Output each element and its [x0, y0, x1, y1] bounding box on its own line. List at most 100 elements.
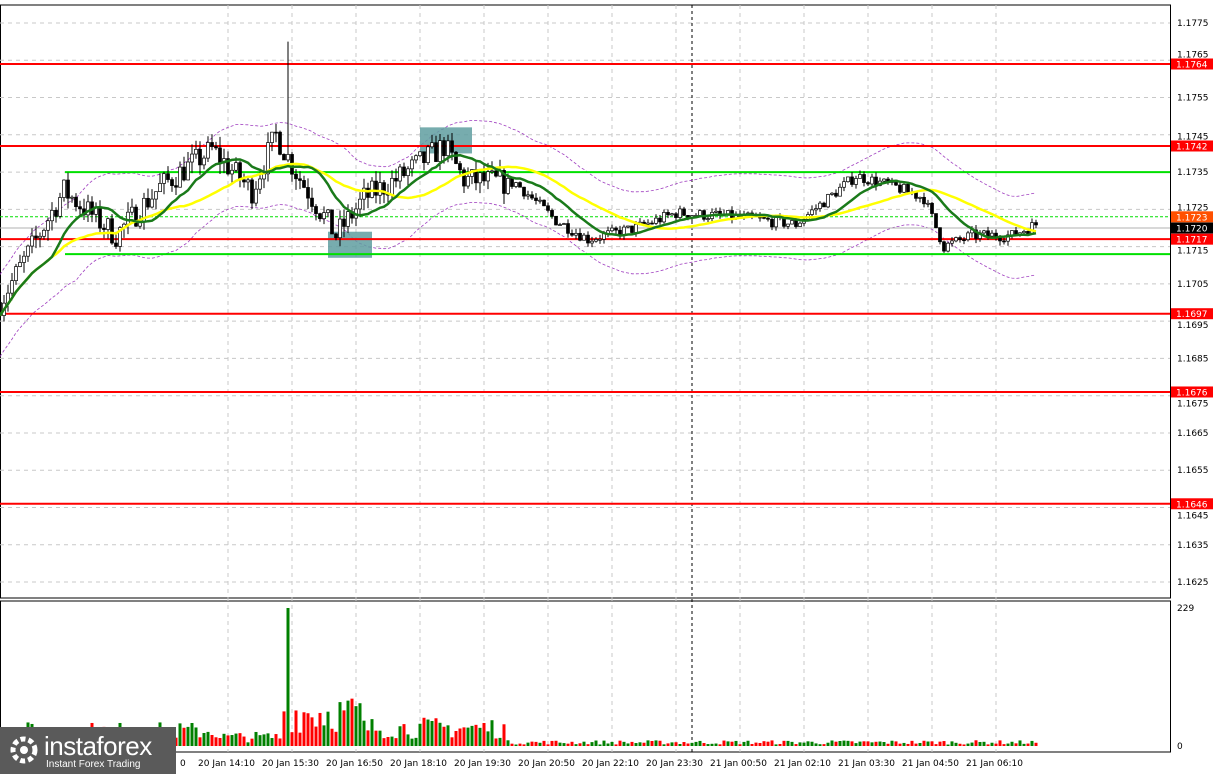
- candle-body: [126, 211, 130, 225]
- candle-body: [546, 205, 550, 211]
- candle-body: [518, 182, 522, 188]
- candle-body: [366, 187, 370, 198]
- candle-body: [186, 161, 190, 181]
- candle-body: [254, 188, 258, 204]
- time-tick-label: 20 Jan 23:30: [646, 759, 703, 769]
- candle-body: [810, 209, 814, 215]
- candle-body: [298, 178, 302, 181]
- candle-body: [770, 218, 774, 228]
- candle-body: [418, 151, 422, 157]
- candle-body: [530, 194, 534, 199]
- logo-tagline: Instant Forex Trading: [46, 759, 141, 770]
- candle-body: [562, 223, 566, 225]
- price-tick-label: 1.1635: [1177, 541, 1209, 551]
- candle-body: [70, 196, 74, 199]
- dashed-level-tag-label: 1.1723: [1176, 213, 1208, 223]
- time-tick-label: 21 Jan 00:50: [710, 759, 767, 769]
- candle-body: [854, 178, 858, 185]
- candle-body: [190, 153, 194, 163]
- candle-body: [326, 209, 330, 213]
- candle-body: [278, 131, 282, 155]
- candles-group: [0, 41, 1038, 322]
- candle-body: [398, 166, 402, 182]
- candle-body: [410, 159, 414, 170]
- candle-body: [378, 182, 382, 196]
- candle-body: [14, 266, 18, 281]
- candle-body: [858, 174, 862, 179]
- candle-body: [790, 220, 794, 225]
- price-tick-label: 1.1705: [1177, 280, 1209, 290]
- instaforex-logo: instaforex Instant Forex Trading: [0, 727, 176, 774]
- candle-body: [338, 218, 342, 239]
- time-tick-label: 21 Jan 03:30: [838, 759, 895, 769]
- candle-body: [206, 142, 210, 159]
- candle-body: [42, 229, 46, 237]
- price-tick-label: 1.1745: [1177, 132, 1209, 142]
- candle-body: [154, 191, 158, 200]
- candle-body: [458, 163, 462, 171]
- time-tick-label: 20 Jan 14:10: [198, 759, 255, 769]
- candle-body: [482, 172, 486, 182]
- price-tick-label: 1.1675: [1177, 399, 1209, 409]
- candle-body: [998, 237, 1002, 242]
- logo-gear-icon: [10, 736, 38, 764]
- candle-body: [162, 173, 166, 184]
- candle-body: [78, 206, 82, 210]
- time-tick-label: 20 Jan 19:30: [454, 759, 511, 769]
- candle-body: [950, 240, 954, 244]
- candle-body: [630, 225, 634, 233]
- candle-body: [526, 194, 530, 197]
- level-red-tag-label: 1.1764: [1176, 60, 1208, 70]
- candle-body: [430, 142, 434, 148]
- candle-body: [846, 176, 850, 183]
- candle-body: [766, 217, 770, 220]
- time-tick-label: 20 Jan 16:50: [326, 759, 383, 769]
- candle-body: [534, 197, 538, 201]
- candle-body: [834, 192, 838, 197]
- price-tick-label: 1.1715: [1177, 247, 1209, 257]
- candle-body: [570, 233, 574, 236]
- candle-body: [862, 174, 866, 183]
- lower-band-line: [0, 201, 1037, 357]
- candle-body: [442, 140, 446, 157]
- level-red-tag-label: 1.1676: [1176, 388, 1208, 398]
- candle-body: [582, 234, 586, 241]
- time-tick-label: 20 Jan 18:10: [390, 759, 447, 769]
- candle-body: [918, 196, 922, 199]
- candle-body: [50, 209, 54, 222]
- level-red-tag: [1171, 58, 1213, 70]
- candle-body: [342, 218, 346, 227]
- candle-body: [174, 185, 178, 188]
- candle-body: [218, 147, 222, 164]
- candle-body: [962, 239, 966, 242]
- candle-body: [494, 170, 498, 177]
- candle-body: [390, 177, 394, 195]
- candle-body: [250, 179, 254, 204]
- candle-body: [358, 198, 362, 210]
- candle-body: [882, 178, 886, 182]
- candle-body: [466, 176, 470, 187]
- candle-body: [426, 146, 430, 163]
- candle-body: [462, 169, 466, 187]
- candle-body: [650, 222, 654, 225]
- candle-body: [158, 183, 162, 193]
- candle-body: [310, 197, 314, 207]
- candle-body: [538, 199, 542, 202]
- current-price-tag: [1171, 222, 1213, 234]
- candle-body: [318, 213, 322, 220]
- candle-body: [922, 196, 926, 205]
- dashed-level-tag: [1171, 211, 1213, 223]
- candle-body: [214, 146, 218, 149]
- candle-body: [38, 235, 42, 239]
- candle-body: [590, 240, 594, 244]
- candle-body: [814, 208, 818, 211]
- candle-body: [490, 170, 494, 173]
- candle-body: [150, 198, 154, 208]
- candle-body: [322, 212, 326, 220]
- candle-body: [982, 230, 986, 234]
- candle-body: [130, 206, 134, 213]
- time-tick-label: 21 Jan 02:10: [774, 759, 831, 769]
- time-tick-label: 21 Jan 04:50: [902, 759, 959, 769]
- level-red-tag-label: 1.1646: [1176, 500, 1208, 510]
